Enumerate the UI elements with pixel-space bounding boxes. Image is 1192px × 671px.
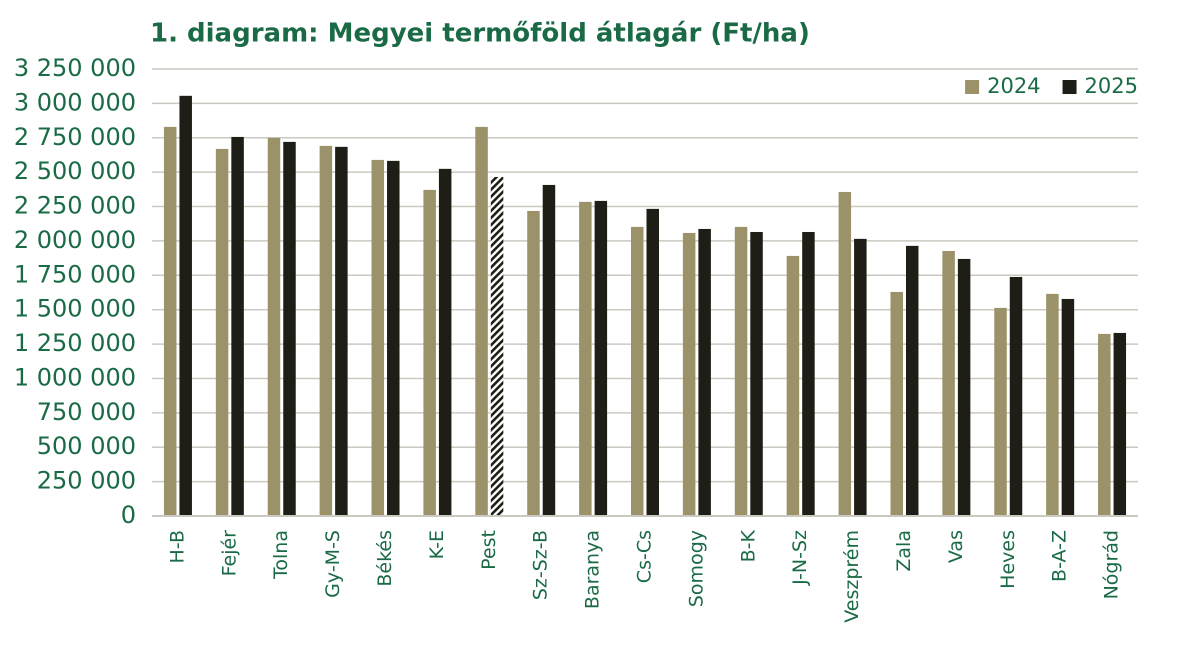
- bar: [1098, 333, 1111, 516]
- y-tick-label: 750 000: [37, 398, 136, 426]
- bar: [423, 189, 436, 516]
- bar: [490, 176, 504, 516]
- bar: [283, 141, 296, 516]
- bar: [267, 137, 281, 516]
- x-tick-label: Vas: [945, 530, 967, 563]
- legend-swatch: [1062, 80, 1077, 94]
- bar: [215, 148, 229, 516]
- bar: [905, 245, 919, 517]
- bar: [387, 160, 400, 517]
- y-tick-label: 3 000 000: [14, 88, 136, 116]
- x-tick-label: J-N-Sz: [789, 530, 811, 586]
- bar: [542, 184, 556, 516]
- bar: [335, 146, 348, 516]
- x-tick-label: Zala: [893, 530, 915, 572]
- y-tick-label: 2 750 000: [14, 123, 136, 151]
- bar: [475, 126, 488, 517]
- x-tick-label: Baranya: [582, 530, 604, 609]
- bar: [942, 250, 955, 516]
- legend-swatch: [965, 80, 980, 94]
- x-tick-label: Nógrád: [1101, 530, 1123, 599]
- y-tick-label: 250 000: [37, 467, 136, 495]
- bar: [163, 126, 177, 517]
- bar: [371, 159, 385, 517]
- x-tick-label: H-B: [166, 530, 188, 564]
- x-tick-label: B-A-Z: [1049, 530, 1071, 582]
- bar: [594, 200, 608, 516]
- x-tick-label: Fejér: [218, 530, 240, 577]
- bar: [854, 238, 867, 517]
- bar: [682, 232, 696, 516]
- y-tick-label: 500 000: [37, 432, 136, 460]
- y-tick-label: 0: [121, 501, 136, 529]
- chart-title: 1. diagram: Megyei termőföld átlagár (Ft…: [150, 19, 810, 49]
- x-tick-label: K-E: [426, 530, 448, 559]
- bar: [231, 136, 244, 516]
- bar: [1046, 293, 1059, 516]
- bar: [1009, 276, 1023, 516]
- legend-label: 2025: [1085, 74, 1138, 98]
- x-tick-label: Békés: [374, 530, 396, 587]
- y-tick-label: 1 250 000: [14, 329, 136, 357]
- bar: [646, 208, 659, 516]
- bar: [802, 231, 815, 516]
- bar: [994, 307, 1007, 516]
- bar: [734, 226, 748, 516]
- x-tick-label: Tolna: [270, 530, 292, 580]
- y-tick-label: 2 000 000: [14, 226, 136, 254]
- x-tick-label: Veszprém: [841, 530, 863, 623]
- y-tick-label: 2 500 000: [14, 157, 136, 185]
- bar: [786, 255, 800, 516]
- x-tick-label: Sz-Sz-B: [530, 530, 552, 600]
- x-tick-label: Heves: [997, 530, 1019, 589]
- y-tick-label: 1 000 000: [14, 363, 136, 391]
- x-tick-label: Pest: [478, 530, 500, 570]
- bar: [1061, 298, 1075, 516]
- bar: [579, 201, 592, 516]
- y-tick-label: 3 250 000: [14, 54, 136, 82]
- bar: [527, 210, 540, 516]
- bar: [631, 226, 644, 516]
- bar: [1113, 332, 1127, 516]
- y-tick-label: 1 750 000: [14, 260, 136, 288]
- x-tick-label: B-K: [737, 529, 759, 562]
- bar: [957, 258, 971, 516]
- x-tick-label: Gy-M-S: [322, 530, 344, 598]
- bar: [438, 168, 452, 517]
- bar: [750, 231, 763, 516]
- bar: [319, 145, 333, 516]
- bar: [890, 291, 903, 516]
- legend-label: 2024: [987, 74, 1040, 98]
- bar: [838, 191, 852, 516]
- bar: [179, 95, 192, 516]
- x-tick-label: Somogy: [685, 530, 707, 607]
- x-tick-label: Cs-Cs: [634, 530, 656, 583]
- y-tick-label: 1 500 000: [14, 295, 136, 323]
- bar: [698, 228, 711, 517]
- y-tick-label: 2 250 000: [14, 192, 136, 220]
